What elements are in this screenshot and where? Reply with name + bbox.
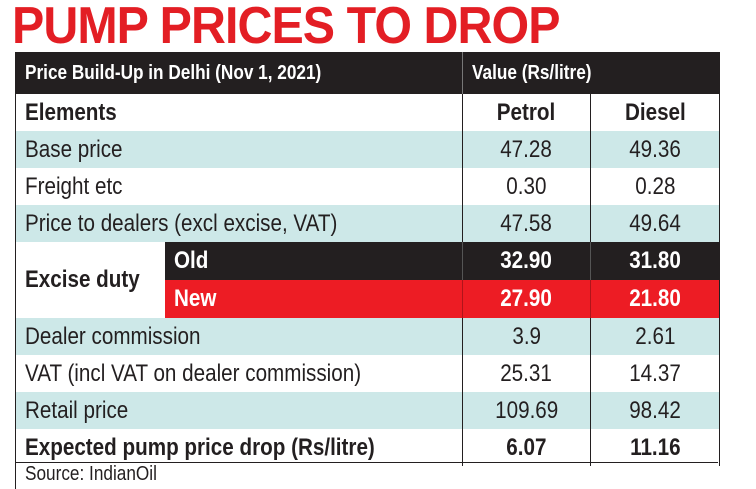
petrol-value: 6.07 [506, 433, 547, 461]
table-header-row: Price Build-Up in Delhi (Nov 1, 2021) Va… [16, 52, 719, 94]
row-label: Old [174, 247, 209, 274]
diesel-value: 49.36 [629, 135, 681, 163]
petrol-value: 27.90 [500, 285, 553, 312]
price-table: Price Build-Up in Delhi (Nov 1, 2021) Va… [15, 52, 720, 466]
excise-duty-label: Excise duty [25, 266, 140, 293]
table-row: VAT (incl VAT on dealer commission) 25.3… [16, 355, 719, 392]
petrol-value: 0.30 [506, 172, 547, 200]
header-value-unit: Value (Rs/litre) [472, 61, 592, 84]
row-label: Retail price [25, 396, 129, 424]
source-text: Source: IndianOil [25, 463, 157, 485]
row-label: New [174, 285, 217, 312]
row-label: Price to dealers (excl excise, VAT) [25, 209, 338, 237]
excise-old-row: Old 32.90 31.80 [165, 242, 719, 280]
diesel-value: 14.37 [629, 359, 681, 387]
table-row: Retail price 109.69 98.42 [16, 392, 719, 429]
col-diesel: Diesel [624, 98, 686, 126]
table-row: Freight etc 0.30 0.28 [16, 168, 719, 205]
petrol-value: 109.69 [494, 396, 559, 424]
petrol-value: 47.28 [500, 135, 553, 163]
diesel-value: 2.61 [634, 322, 676, 350]
table-row-price-drop: Expected pump price drop (Rs/litre) 6.07… [16, 429, 719, 466]
petrol-value: 47.58 [500, 209, 553, 237]
table-row: Price to dealers (excl excise, VAT) 47.5… [16, 205, 719, 242]
col-elements: Elements [25, 98, 117, 126]
row-label: VAT (incl VAT on dealer commission) [25, 359, 362, 387]
petrol-value: 32.90 [500, 247, 553, 274]
petrol-value: 25.31 [500, 359, 553, 387]
petrol-value: 3.9 [512, 322, 541, 350]
diesel-value: 98.42 [629, 396, 681, 424]
diesel-value: 0.28 [634, 172, 676, 200]
excise-new-row: New 27.90 21.80 [165, 280, 719, 318]
row-label: Dealer commission [25, 322, 201, 350]
table-row: Base price 47.28 49.36 [16, 131, 719, 168]
column-header-row: Elements Petrol Diesel [16, 94, 719, 131]
excise-duty-group: Excise duty Old 32.90 31.80 New 27.90 21… [16, 242, 719, 318]
diesel-value: 21.80 [629, 285, 681, 312]
row-label: Base price [25, 135, 123, 163]
col-petrol: Petrol [497, 98, 556, 126]
row-label: Expected pump price drop (Rs/litre) [25, 433, 375, 461]
source-note: Source: IndianOil [15, 462, 718, 489]
diesel-value: 11.16 [629, 433, 681, 461]
table-row: Dealer commission 3.9 2.61 [16, 318, 719, 355]
row-label: Freight etc [25, 172, 123, 200]
headline: PUMP PRICES TO DROP [12, 0, 560, 55]
header-title: Price Build-Up in Delhi (Nov 1, 2021) [25, 61, 322, 84]
diesel-value: 49.64 [629, 209, 681, 237]
diesel-value: 31.80 [629, 247, 681, 274]
